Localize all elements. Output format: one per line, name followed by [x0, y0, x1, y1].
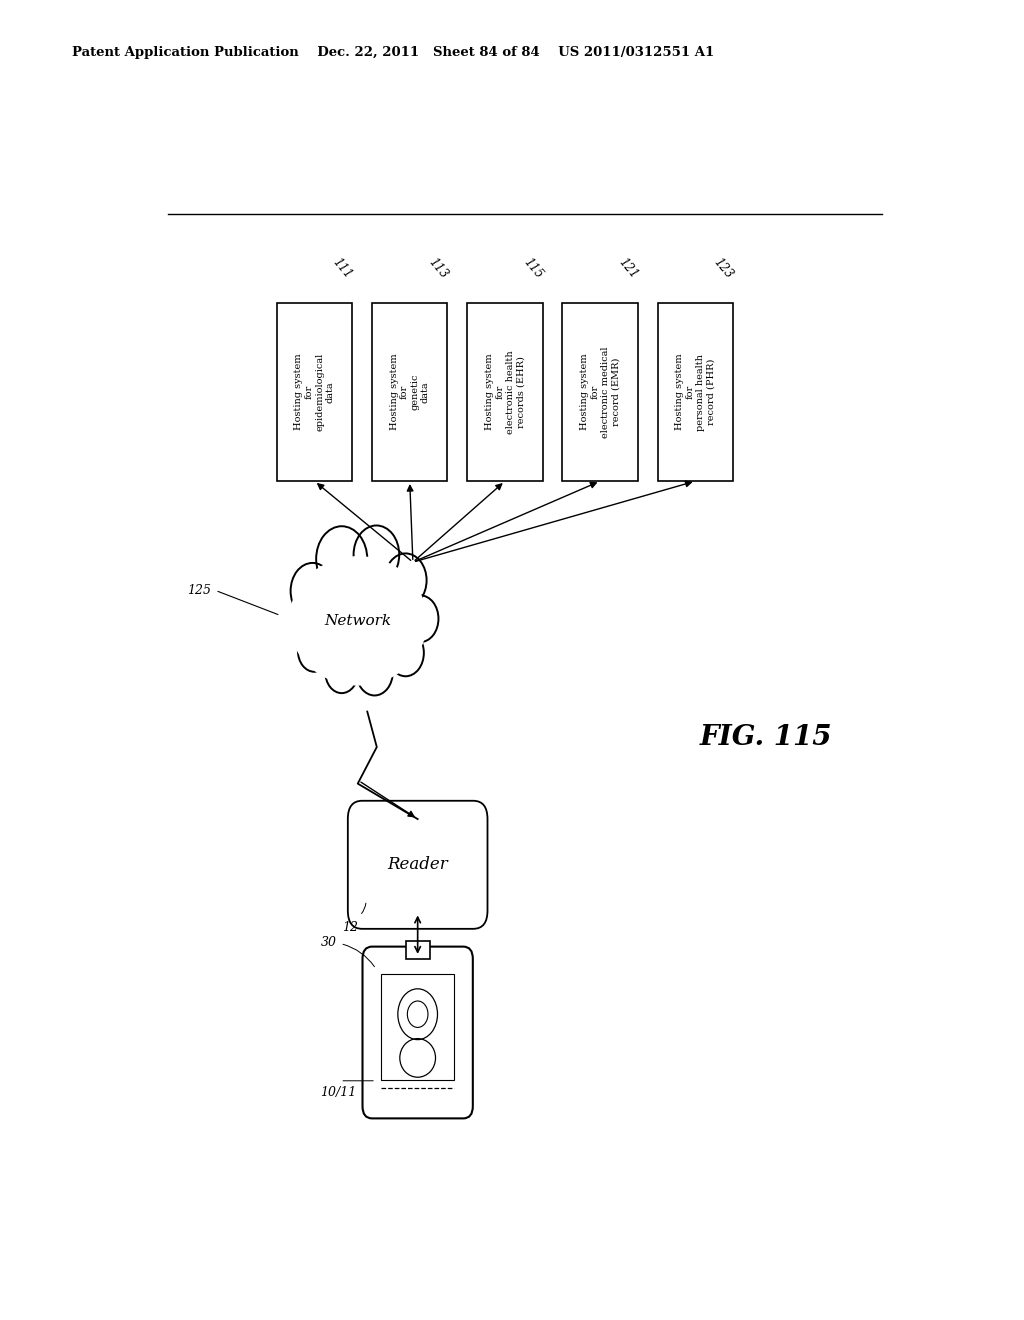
FancyBboxPatch shape	[362, 946, 473, 1118]
FancyBboxPatch shape	[276, 304, 352, 480]
Circle shape	[326, 651, 358, 693]
Circle shape	[298, 630, 331, 672]
Circle shape	[402, 595, 438, 642]
Text: 123: 123	[712, 255, 735, 281]
FancyBboxPatch shape	[372, 304, 447, 480]
Text: 12: 12	[342, 921, 358, 933]
FancyBboxPatch shape	[381, 974, 455, 1081]
Text: 121: 121	[616, 255, 640, 281]
FancyBboxPatch shape	[562, 304, 638, 480]
Text: 10/11: 10/11	[321, 1086, 356, 1098]
Circle shape	[356, 648, 393, 696]
Text: Patent Application Publication    Dec. 22, 2011   Sheet 84 of 84    US 2011/0312: Patent Application Publication Dec. 22, …	[72, 46, 714, 59]
Circle shape	[353, 525, 399, 583]
Text: Hosting system
for
personal health
record (PHR): Hosting system for personal health recor…	[675, 354, 716, 430]
Text: 125: 125	[187, 583, 211, 597]
Text: FIG. 115: FIG. 115	[699, 725, 831, 751]
Text: Reader: Reader	[387, 857, 449, 874]
Ellipse shape	[290, 557, 427, 685]
Circle shape	[291, 562, 335, 619]
Text: 115: 115	[521, 255, 545, 281]
Text: Hosting system
for
electronic health
records (EHR): Hosting system for electronic health rec…	[484, 350, 525, 434]
Ellipse shape	[276, 536, 440, 706]
Text: Hosting system
for
epidemiological
data: Hosting system for epidemiological data	[294, 352, 335, 432]
Circle shape	[387, 630, 424, 676]
Text: Network: Network	[325, 614, 392, 628]
Text: 113: 113	[426, 255, 450, 281]
Text: 30: 30	[321, 936, 337, 949]
FancyBboxPatch shape	[406, 941, 430, 958]
Circle shape	[316, 527, 368, 591]
FancyBboxPatch shape	[657, 304, 733, 480]
FancyBboxPatch shape	[467, 304, 543, 480]
Text: Hosting system
for
genetic
data: Hosting system for genetic data	[389, 354, 430, 430]
Text: 111: 111	[331, 255, 354, 281]
FancyBboxPatch shape	[348, 801, 487, 929]
Circle shape	[385, 553, 427, 607]
Text: Hosting system
for
electronic medical
record (EMR): Hosting system for electronic medical re…	[580, 346, 621, 438]
